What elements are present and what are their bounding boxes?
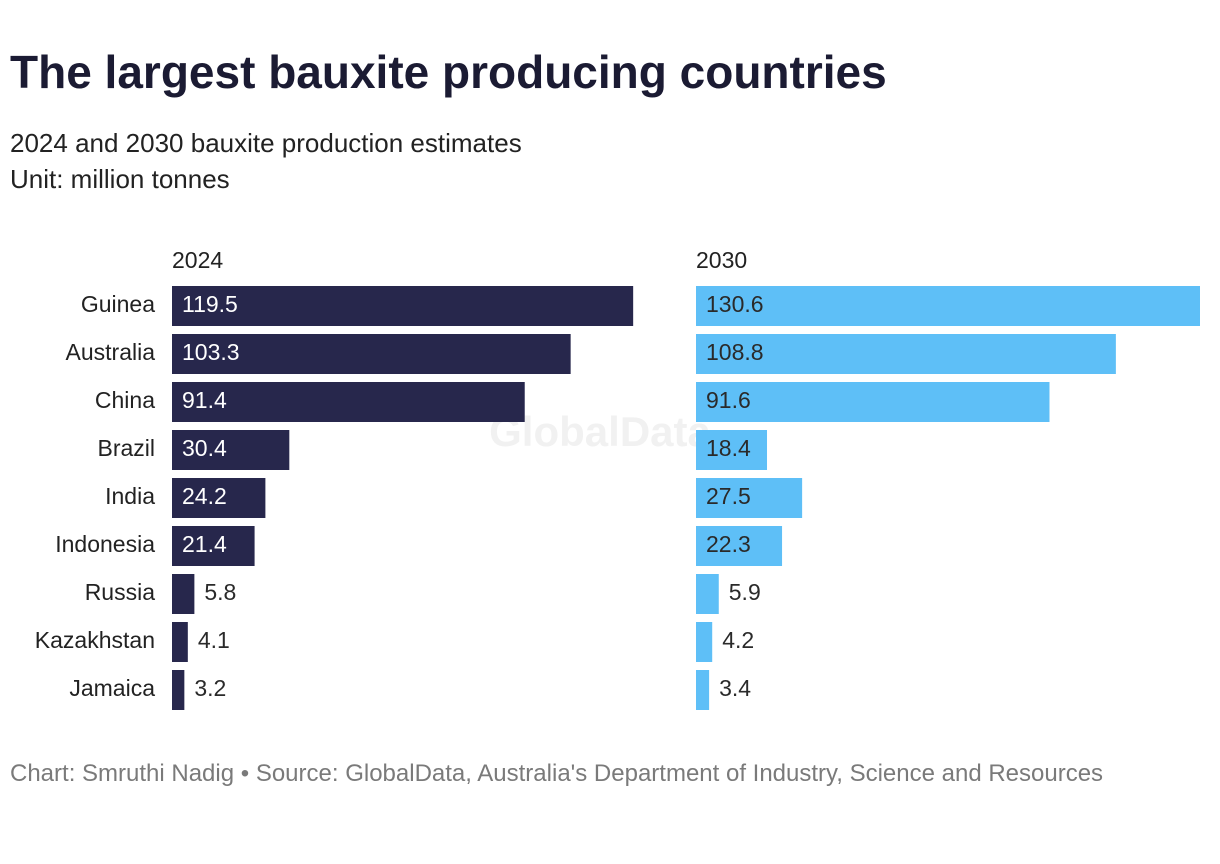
- category-label: Brazil: [97, 435, 155, 461]
- value-label: 4.1: [198, 627, 230, 653]
- category-label: China: [95, 387, 155, 413]
- value-label: 24.2: [182, 483, 227, 509]
- category-label: Jamaica: [69, 675, 155, 701]
- category-label: Indonesia: [55, 531, 155, 557]
- category-label: Guinea: [81, 291, 155, 317]
- bar: [696, 526, 783, 566]
- value-label: 130.6: [706, 291, 764, 317]
- bar: [696, 382, 1050, 422]
- chart-subtitle: 2024 and 2030 bauxite production estimat…: [10, 128, 522, 158]
- bar: [172, 622, 188, 662]
- watermark: GlobalData: [489, 408, 711, 455]
- value-label: 5.8: [204, 579, 236, 605]
- bar: [172, 430, 290, 470]
- bar: [696, 574, 719, 614]
- category-label: India: [105, 483, 155, 509]
- bar: [696, 670, 710, 710]
- bar: [172, 382, 525, 422]
- bar: [172, 286, 634, 326]
- bar: [172, 670, 185, 710]
- value-label: 22.3: [706, 531, 751, 557]
- bar: [172, 526, 255, 566]
- panel-header: 2024: [172, 247, 223, 273]
- bar: [172, 334, 571, 374]
- footer-note: Chart: Smruthi Nadig • Source: GlobalDat…: [10, 760, 1104, 787]
- bar: [696, 478, 803, 518]
- bar: [696, 334, 1116, 374]
- bar: [696, 286, 1200, 326]
- value-label: 91.4: [182, 387, 227, 413]
- value-label: 108.8: [706, 339, 764, 365]
- bar: [696, 622, 713, 662]
- category-label: Russia: [85, 579, 156, 605]
- category-label: Australia: [66, 339, 156, 365]
- value-label: 4.2: [722, 627, 754, 653]
- value-label: 103.3: [182, 339, 240, 365]
- chart-title: The largest bauxite producing countries: [10, 46, 887, 98]
- value-label: 18.4: [706, 435, 751, 461]
- bar: [172, 478, 266, 518]
- value-label: 3.2: [194, 675, 226, 701]
- value-label: 3.4: [719, 675, 751, 701]
- bar: [172, 574, 195, 614]
- value-label: 27.5: [706, 483, 751, 509]
- chart-subtitle: Unit: million tonnes: [10, 164, 230, 194]
- value-label: 21.4: [182, 531, 227, 557]
- value-label: 119.5: [182, 291, 238, 317]
- panel-header: 2030: [696, 247, 747, 273]
- category-label: Kazakhstan: [35, 627, 155, 653]
- value-label: 91.6: [706, 387, 751, 413]
- value-label: 30.4: [182, 435, 227, 461]
- value-label: 5.9: [729, 579, 761, 605]
- bar: [696, 430, 768, 470]
